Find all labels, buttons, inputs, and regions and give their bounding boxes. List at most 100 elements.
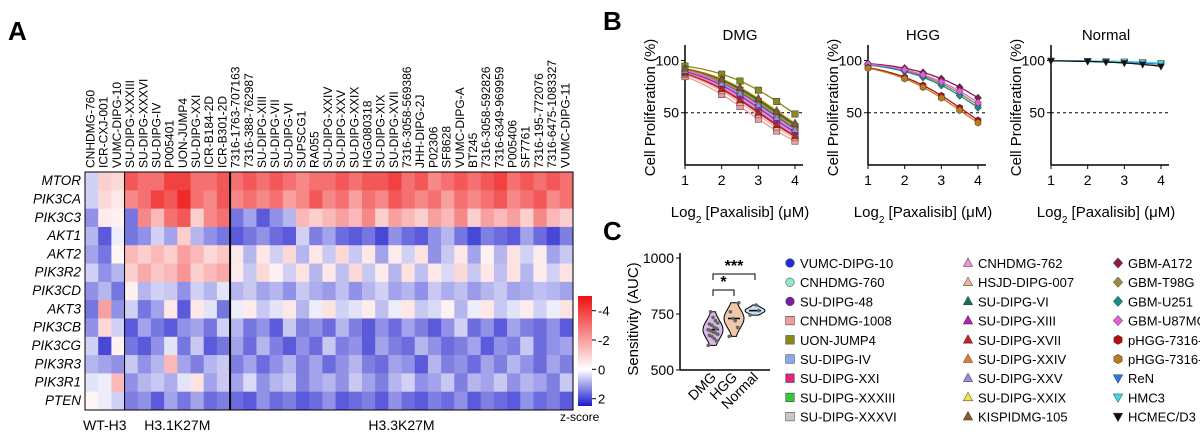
violin-point [728,310,733,314]
x-tick-label: 2 [1084,172,1092,188]
y-tick-label: 50 [663,105,679,121]
heatmap-cell [375,355,389,374]
heatmap-cell [269,226,284,246]
legend-label: KISPIDMG-105 [978,410,1068,425]
cell-line-label: P005406 [506,120,520,168]
heatmap-cell [164,245,178,264]
violin-point [727,334,731,339]
heatmap-cell [493,281,508,301]
x-tick-label: 1 [864,172,872,188]
heatmap-cell [546,373,561,393]
heatmap-cell [401,318,416,338]
legend-label: SU-DIPG-XVII [978,333,1061,348]
violin-point [737,301,741,305]
heatmap-cell [137,281,152,301]
heatmap-cell [111,355,125,374]
legend-item: SU-DIPG-XXXIII [785,390,895,405]
heatmap-cell [203,300,218,319]
x-tick-label: 3 [754,172,762,188]
legend-label: GBM-A172 [1128,256,1192,271]
heatmap-cell [493,172,508,191]
heatmap-cell [467,300,482,319]
heatmap-cell [296,190,310,210]
heatmap-cell [190,208,205,228]
cell-line-label: CNHDMG-760 [84,90,98,168]
heatmap-cell [361,190,376,210]
legend-item: ReN [1112,371,1154,386]
heatmap-cell [520,373,534,393]
heatmap-cell [401,355,416,374]
heatmap-cell [164,300,178,319]
data-point-marker [974,103,982,112]
data-point-marker [974,118,982,127]
heatmap-row-labels: MTOR PIK3CA PIK3C3 AKT1 AKT2 PIK3R2 PIK3CD AKT3… [31,173,81,408]
data-point-marker [791,125,799,133]
heatmap-cell [309,245,323,264]
legend-label: GBM-U87MG [1128,314,1200,329]
heatmap-cell [520,226,534,246]
heatmap-cell [388,318,402,338]
heatmap-cell [546,281,561,301]
heatmap-cell [164,263,178,283]
legend-label: SU-DIPG-XXI [800,371,879,386]
heatmap-cell [256,373,271,393]
heatmap-cell [480,208,495,228]
cell-line-label: SU-DIPG-IV [149,103,163,168]
gene-label: AKT1 [46,228,81,243]
heatmap-cell [546,190,561,210]
heatmap-cell [533,373,548,393]
heatmap-cell [546,355,561,374]
legend-item: SU-DIPG-VI [962,294,1049,309]
data-point-marker [736,95,744,104]
data-point-marker [937,77,946,87]
legend-item: CNHDMG-762 [962,256,1063,271]
legend-item: SU-DIPG-XXIV [962,352,1066,367]
heatmap-cell [322,391,336,411]
heatmap-cell [150,172,165,191]
heatmap-cell [493,300,508,319]
heatmap-cell [269,355,284,374]
heatmap-cell [256,300,271,319]
dose-response-subplot: Cell Proliferation (%) HGG 50 100 1 2 3 4 Log2 [… [825,27,992,226]
heatmap-cell [137,245,152,264]
heatmap-cell [546,172,561,191]
heatmap-cell [243,391,257,411]
heatmap-cell [533,190,548,210]
heatmap-cell [269,336,284,356]
heatmap-cell [98,226,112,246]
heatmap-cell [520,355,534,374]
heatmap-cell [335,355,350,374]
legend-label: GBM-T98G [1128,275,1194,290]
heatmap-cell [427,172,442,191]
heatmap-cell [467,318,482,338]
heatmap-cell [203,208,218,228]
heatmap-cell [269,318,284,338]
x-tick-label: 2 [901,172,909,188]
heatmap-cell [361,318,376,338]
heatmap-cell [98,318,112,338]
heatmap-cell [230,172,244,191]
heatmap-cell [493,190,508,210]
x-axis-label: Log2 [Paxalisib] (μM) [1037,204,1175,226]
legend-label: SU-DIPG-XXXVI [800,410,897,425]
heatmap-cell [507,355,521,374]
heatmap-cell [230,318,244,338]
data-point-marker [785,373,795,383]
heatmap-cell [467,263,482,283]
heatmap-cell [282,373,297,393]
heatmap-cell [441,391,455,411]
heatmap-cell [243,281,257,301]
heatmap-cell [137,263,152,283]
legend-item: pHGG-7316-3058 [1113,352,1200,367]
heatmap-cell [546,263,561,283]
heatmap-cell [493,318,508,338]
heatmap-cell [296,208,310,228]
heatmap-cell [348,355,363,374]
heatmap-cell [480,355,495,374]
cell-line-label: UON-JUMP4 [176,98,190,168]
significance-label: *** [725,258,744,275]
heatmap-cell [467,391,482,411]
violin-point [748,313,752,317]
heatmap-cell [467,226,482,246]
heatmap-cell [533,318,548,338]
